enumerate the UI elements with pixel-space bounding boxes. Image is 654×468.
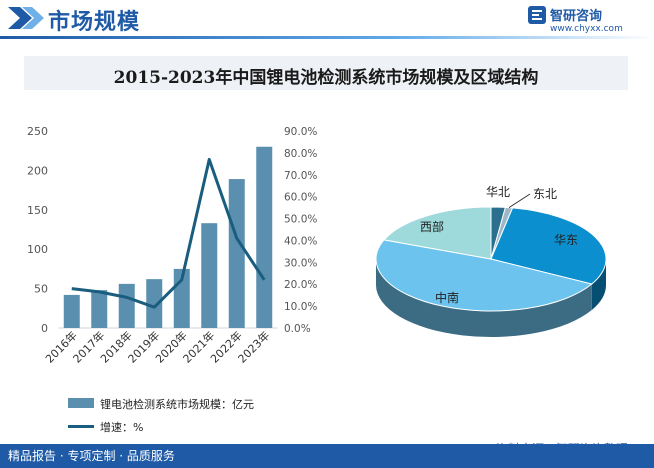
pie-label: 华东 (554, 233, 578, 247)
pie-slice-side (376, 259, 592, 337)
y2-tick-label: 80.0% (284, 148, 317, 160)
bar (256, 146, 273, 328)
bar (118, 283, 135, 328)
legend-swatch-line (68, 425, 94, 428)
pie-slice-side (591, 259, 606, 311)
brand-name: 智研咨询 (550, 9, 603, 24)
pie-slice (375, 239, 593, 312)
y-tick-label: 200 (27, 164, 48, 177)
y2-tick-label: 60.0% (284, 192, 317, 204)
header-divider (0, 36, 654, 39)
bar (91, 290, 108, 328)
y2-tick-label: 0.0% (284, 323, 311, 335)
pie-label: 东北 (533, 187, 557, 201)
y-tick-label: 100 (27, 243, 48, 256)
header-bar: 市场规模 智研咨询 www.chyxx.com (0, 0, 654, 40)
growth-line (71, 157, 266, 309)
y2-tick-label: 50.0% (284, 214, 317, 226)
pie-slice (383, 206, 492, 260)
chart-title: 2015-2023年中国锂电池检测系统市场规模及区域结构 (113, 68, 539, 88)
legend-label-line: 增速：% (100, 421, 144, 434)
brand: 智研咨询 www.chyxx.com (528, 5, 638, 39)
chart-canvas: 0 50 100 150 200 250 0.0% 10.0% 20.0% 30.0% 40.0% 5… (27, 125, 607, 366)
y2-tick-label: 10.0% (284, 301, 317, 313)
y2-tick-label: 40.0% (284, 235, 317, 247)
header-mark-icon (8, 7, 44, 29)
y-tick-label: 50 (34, 283, 48, 296)
y-tick-label: 150 (27, 204, 48, 217)
bar-line-chart: 0 50 100 150 200 250 0.0% 10.0% 20.0% 30.0% 40.0% 5… (27, 125, 317, 366)
bar (146, 279, 163, 328)
brand-logo-icon (528, 6, 546, 24)
pie-label: 西部 (420, 219, 444, 234)
bar (201, 223, 218, 328)
y2-tick-label: 30.0% (284, 257, 317, 269)
y2-tick-label: 20.0% (284, 279, 317, 291)
header-title: 市场规模 (48, 10, 141, 35)
pie-label: 中南 (435, 290, 459, 305)
pie-leader-line (508, 193, 531, 209)
y-tick-label: 0 (41, 322, 48, 335)
bar (228, 179, 245, 328)
pie-slice (490, 207, 607, 285)
pie-label: 华北 (486, 185, 510, 199)
y-tick-label: 250 (27, 125, 48, 138)
brand-url: www.chyxx.com (550, 24, 623, 34)
footer-tagline: 精品报告 · 专项定制 · 品质服务 (8, 449, 175, 463)
bar (63, 294, 80, 328)
y2-tick-label: 70.0% (284, 170, 317, 182)
footer-bar: 精品报告 · 专项定制 · 品质服务 (0, 444, 654, 468)
legend-swatch-bar (68, 398, 94, 408)
y2-tick-label: 90.0% (284, 126, 317, 138)
legend-label-bar: 锂电池检测系统市场规模：亿元 (100, 398, 254, 411)
chart-title-box: 2015-2023年中国锂电池检测系统市场规模及区域结构 (24, 56, 628, 90)
